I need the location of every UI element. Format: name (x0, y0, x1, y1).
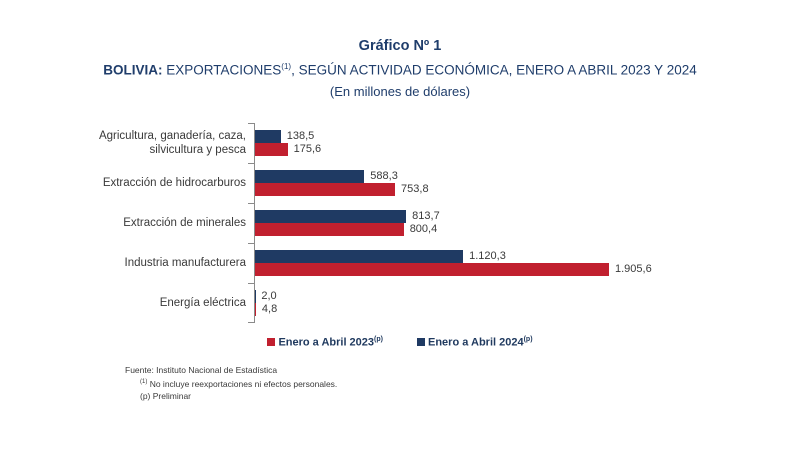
axis-tick (248, 203, 254, 204)
chart-header: Gráfico Nº 1 BOLIVIA: EXPORTACIONES(1), … (0, 36, 800, 102)
legend-item-2023: Enero a Abril 2023(p) (267, 336, 383, 349)
chart-units-label: (En millones de dólares) (329, 83, 471, 99)
bar-2023 (255, 223, 404, 236)
legend-label-2024: Enero a Abril 2024(p) (428, 336, 533, 349)
bar-value-label: 813,7 (412, 210, 440, 222)
chart-number-title: Gráfico Nº 1 (358, 38, 442, 54)
bar-value-label: 2,0 (261, 290, 277, 302)
bar-value-label: 800,4 (409, 223, 438, 235)
bar-value-label: 138,5 (286, 130, 315, 142)
category-label: Extracción de minerales (123, 217, 246, 229)
bar-2024 (255, 130, 281, 143)
y-axis-line (254, 123, 255, 323)
subtitle-topic: EXPORTACIONES (162, 62, 282, 78)
bar-2023 (255, 183, 396, 196)
bar-2023 (255, 143, 288, 156)
category-label: Industria manufacturera (124, 257, 246, 269)
axis-tick (248, 123, 254, 124)
bar-value-label: 4,8 (261, 303, 278, 315)
axis-tick (248, 243, 254, 244)
bar-2024 (255, 170, 365, 183)
chart-footnotes: Fuente: Instituto Nacional de Estadístic… (125, 364, 337, 402)
subtitle-period: , SEGÚN ACTIVIDAD ECONÓMICA, ENERO A ABR… (291, 62, 697, 78)
category-label: Extracción de hidrocarburos (102, 177, 246, 189)
legend-label-2023: Enero a Abril 2023(p) (278, 336, 383, 349)
bar-2023 (255, 263, 609, 276)
category-label: Agricultura, ganadería, caza, silvicultur… (98, 130, 246, 156)
legend-swatch-2024 (417, 338, 425, 347)
bar-value-label: 175,6 (293, 143, 322, 155)
axis-tick (248, 283, 254, 284)
bar-value-label: 1.905,6 (615, 263, 652, 275)
source-note: Fuente: Instituto Nacional de Estadístic… (125, 365, 278, 375)
bar-2023 (255, 303, 256, 316)
bar-value-label: 753,8 (401, 183, 429, 195)
bar-2024 (255, 210, 407, 223)
legend-item-2024: Enero a Abril 2024(p) (417, 336, 533, 349)
category-label: Energía eléctrica (159, 297, 246, 309)
chart-legend: Enero a Abril 2023(p) Enero a Abril 2024… (0, 336, 800, 349)
subtitle-country: BOLIVIA: (103, 62, 163, 78)
subtitle-footnote-ref: (1) (281, 62, 292, 71)
axis-tick (248, 322, 254, 323)
footnote-preliminary: (p) Preliminar (140, 390, 192, 401)
axis-tick (248, 163, 254, 164)
bar-value-label: 588,3 (370, 170, 398, 182)
bar-2024 (255, 250, 464, 263)
chart-subtitle: BOLIVIA: EXPORTACIONES(1), SEGÚN ACTIVID… (0, 56, 800, 81)
bar-value-label: 1.120,3 (469, 250, 506, 262)
legend-swatch-2023 (267, 338, 276, 347)
footnote-1: (1) No incluye reexportaciones ni efecto… (140, 378, 338, 389)
bar-chart: Agricultura, ganadería, caza, silvicultur… (0, 123, 800, 323)
